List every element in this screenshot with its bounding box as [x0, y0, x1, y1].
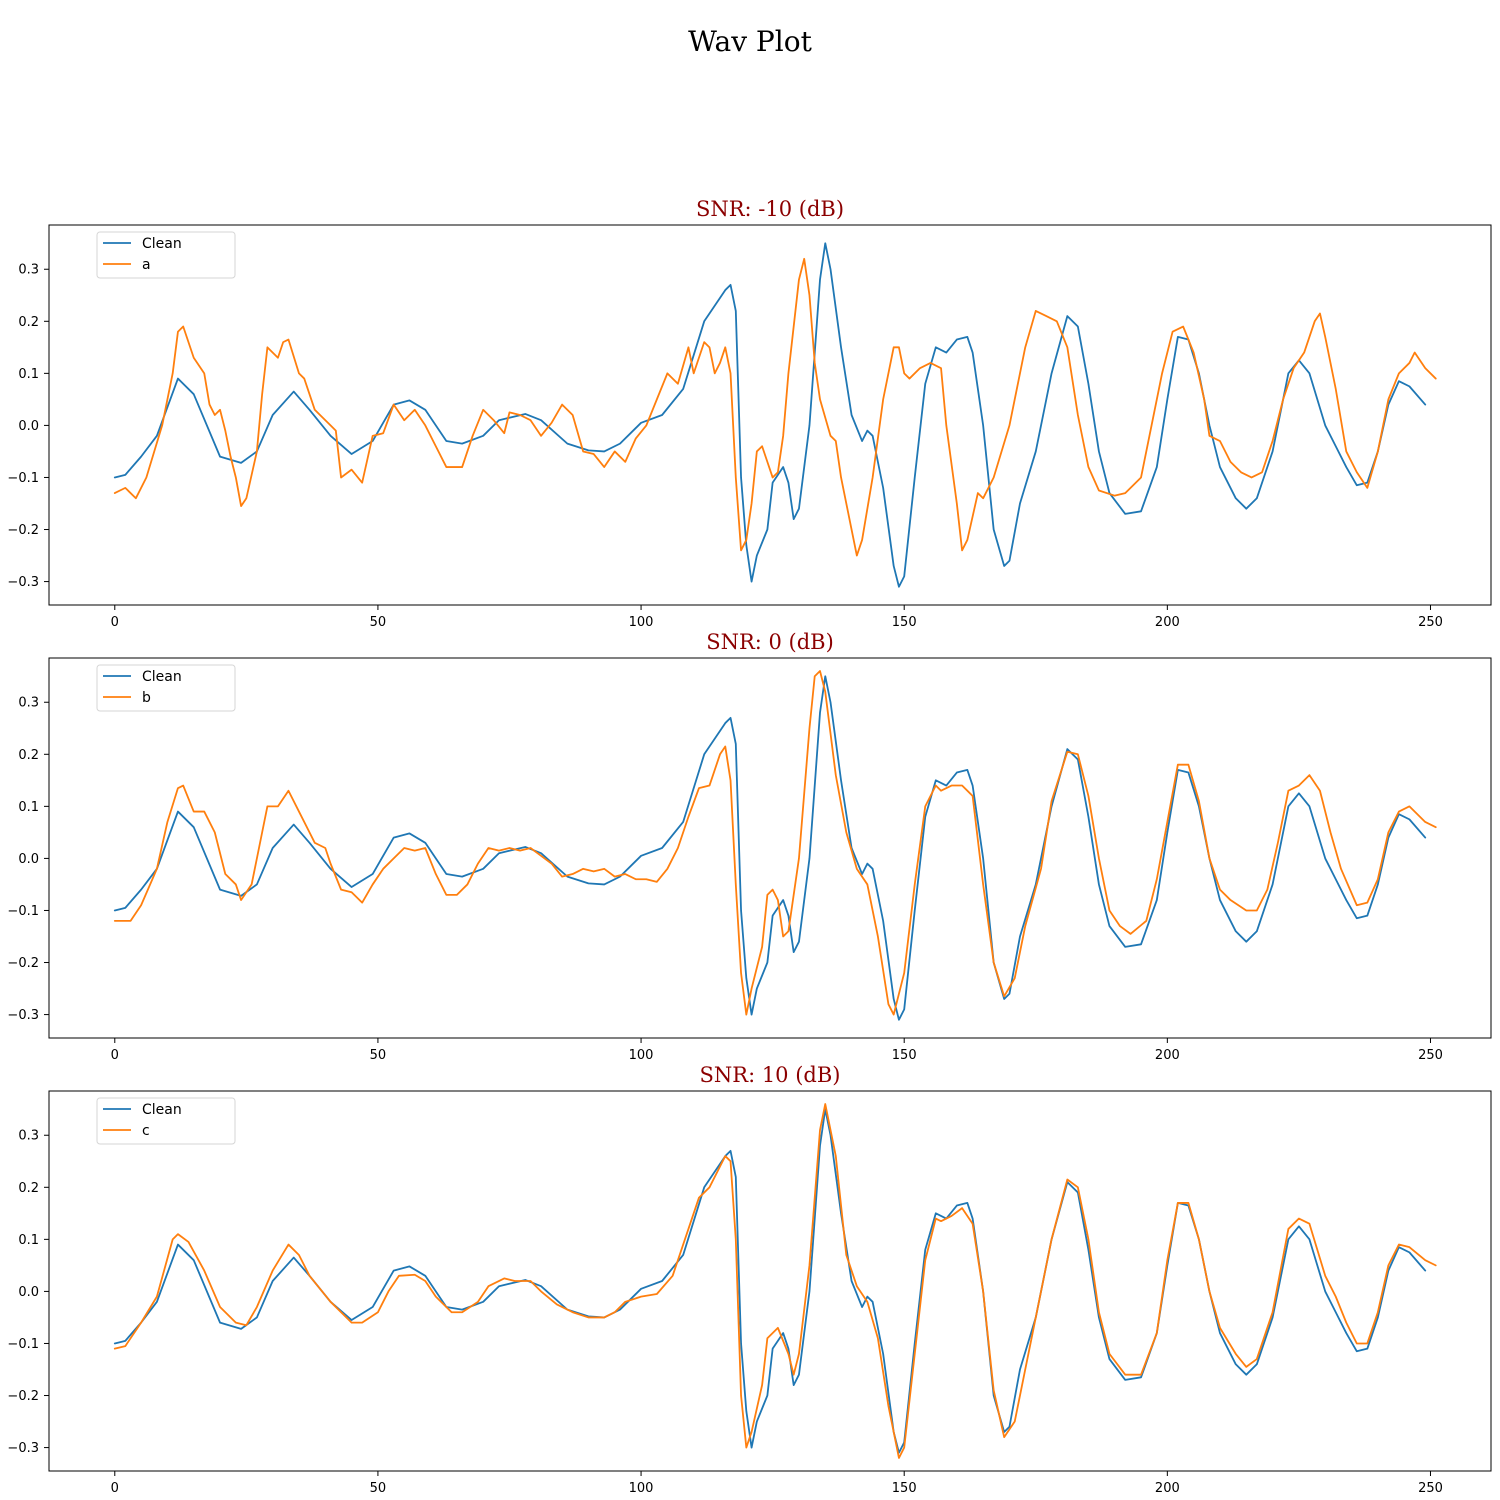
y-tick-label: 0.3: [18, 1129, 39, 1144]
plot-frame: [48, 1090, 1492, 1472]
x-tick-label: 0: [111, 1481, 119, 1496]
legend-label: Clean: [142, 236, 182, 252]
legend: Clean a: [96, 231, 236, 279]
y-tick-label: −0.3: [7, 575, 39, 590]
y-tick-label: 0.2: [18, 315, 39, 330]
y-tick-label: −0.2: [7, 956, 39, 971]
legend-label: Clean: [142, 1102, 182, 1118]
series-line-clean: [113, 675, 1427, 1021]
y-tick-label: 0.1: [18, 367, 39, 382]
y-tick-label: 0.3: [18, 696, 39, 711]
y-tick-label: 0.0: [18, 852, 39, 867]
y-tick-label: −0.1: [7, 471, 39, 486]
x-tick-label: 50: [370, 1481, 387, 1496]
y-tick-label: 0.1: [18, 800, 39, 815]
x-tick-label: 0: [111, 615, 119, 630]
x-tick-label: 200: [1155, 615, 1180, 630]
subplot-title: SNR: -10 (dB): [696, 197, 844, 221]
legend-label: b: [142, 690, 151, 706]
x-tick-label: 50: [370, 615, 387, 630]
x-tick-label: 200: [1155, 1048, 1180, 1063]
x-tick-label: 250: [1418, 615, 1443, 630]
plot-frame: [48, 657, 1492, 1039]
x-tick-label: 200: [1155, 1481, 1180, 1496]
legend: Clean b: [96, 664, 236, 712]
legend-box: [96, 231, 236, 279]
subplot-1: SNR: -10 (dB) 0 50 100 150 200 250 −0.3 −0.2 −0.1…: [7, 197, 1492, 630]
x-tick-label: 0: [111, 1048, 119, 1063]
x-tick-label: 50: [370, 1048, 387, 1063]
y-tick-label: −0.3: [7, 1441, 39, 1456]
series-line-clean: [113, 1108, 1427, 1454]
subplot-3: SNR: 10 (dB) 0 50 100 150 200 250 −0.3 −0.2 −0.1 0…: [7, 1063, 1492, 1496]
series-line-clean: [113, 242, 1427, 588]
series-line-a: [113, 257, 1437, 557]
y-tick-label: 0.0: [18, 1285, 39, 1300]
x-tick-label: 100: [629, 1048, 654, 1063]
x-tick-label: 100: [629, 615, 654, 630]
y-tick-label: 0.0: [18, 419, 39, 434]
legend-label: a: [142, 257, 151, 273]
subplot-title: SNR: 0 (dB): [706, 630, 834, 654]
x-tick-label: 250: [1418, 1481, 1443, 1496]
y-tick-label: 0.2: [18, 748, 39, 763]
subplot-2: SNR: 0 (dB) 0 50 100 150 200 250 −0.3 −0.2 −0.1 0.…: [7, 630, 1492, 1063]
x-tick-label: 100: [629, 1481, 654, 1496]
y-tick-label: −0.1: [7, 904, 39, 919]
x-tick-label: 250: [1418, 1048, 1443, 1063]
y-tick-label: −0.2: [7, 523, 39, 538]
y-tick-label: 0.3: [18, 263, 39, 278]
x-tick-label: 150: [892, 615, 917, 630]
legend-box: [96, 664, 236, 712]
figure-title: Wav Plot: [688, 25, 812, 58]
plot-frame: [48, 224, 1492, 606]
legend-label: Clean: [142, 669, 182, 685]
y-tick-label: 0.1: [18, 1233, 39, 1248]
series-line-c: [113, 1103, 1437, 1459]
y-tick-label: −0.3: [7, 1008, 39, 1023]
legend-box: [96, 1097, 236, 1145]
legend: Clean c: [96, 1097, 236, 1145]
subplot-title: SNR: 10 (dB): [700, 1063, 841, 1087]
x-tick-label: 150: [892, 1048, 917, 1063]
legend-label: c: [142, 1123, 150, 1139]
series-line-b: [113, 670, 1437, 1016]
x-tick-label: 150: [892, 1481, 917, 1496]
y-tick-label: 0.2: [18, 1181, 39, 1196]
y-tick-label: −0.1: [7, 1337, 39, 1352]
y-tick-label: −0.2: [7, 1389, 39, 1404]
